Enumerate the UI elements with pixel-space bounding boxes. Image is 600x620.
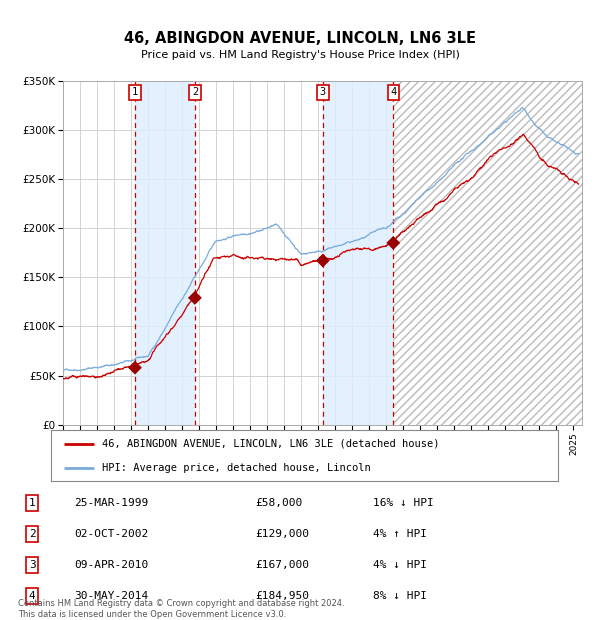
Text: HPI: Average price, detached house, Lincoln: HPI: Average price, detached house, Linc… <box>102 463 370 473</box>
Text: 2: 2 <box>192 87 198 97</box>
Point <box>190 293 200 303</box>
Text: 1: 1 <box>132 87 138 97</box>
Text: £167,000: £167,000 <box>255 560 309 570</box>
Text: 46, ABINGDON AVENUE, LINCOLN, LN6 3LE: 46, ABINGDON AVENUE, LINCOLN, LN6 3LE <box>124 31 476 46</box>
Bar <box>323 81 393 425</box>
Text: £58,000: £58,000 <box>255 498 302 508</box>
Text: 3: 3 <box>29 560 35 570</box>
Text: £184,950: £184,950 <box>255 591 309 601</box>
Text: 25-MAR-1999: 25-MAR-1999 <box>74 498 149 508</box>
Text: 4% ↑ HPI: 4% ↑ HPI <box>373 529 427 539</box>
Point <box>318 255 328 265</box>
Text: 46, ABINGDON AVENUE, LINCOLN, LN6 3LE (detached house): 46, ABINGDON AVENUE, LINCOLN, LN6 3LE (d… <box>102 439 439 449</box>
Text: 4: 4 <box>29 591 35 601</box>
Point <box>130 363 140 373</box>
Text: 09-APR-2010: 09-APR-2010 <box>74 560 149 570</box>
Point <box>388 238 398 248</box>
Text: 3: 3 <box>320 87 326 97</box>
Text: 30-MAY-2014: 30-MAY-2014 <box>74 591 149 601</box>
Text: 02-OCT-2002: 02-OCT-2002 <box>74 529 149 539</box>
Bar <box>135 81 195 425</box>
Text: £129,000: £129,000 <box>255 529 309 539</box>
Text: 1: 1 <box>29 498 35 508</box>
Text: Price paid vs. HM Land Registry's House Price Index (HPI): Price paid vs. HM Land Registry's House … <box>140 50 460 60</box>
Bar <box>393 81 582 425</box>
Text: 4: 4 <box>390 87 397 97</box>
Text: 2: 2 <box>29 529 35 539</box>
Text: 16% ↓ HPI: 16% ↓ HPI <box>373 498 434 508</box>
Text: 8% ↓ HPI: 8% ↓ HPI <box>373 591 427 601</box>
Text: 4% ↓ HPI: 4% ↓ HPI <box>373 560 427 570</box>
Text: Contains HM Land Registry data © Crown copyright and database right 2024.
This d: Contains HM Land Registry data © Crown c… <box>18 600 344 619</box>
